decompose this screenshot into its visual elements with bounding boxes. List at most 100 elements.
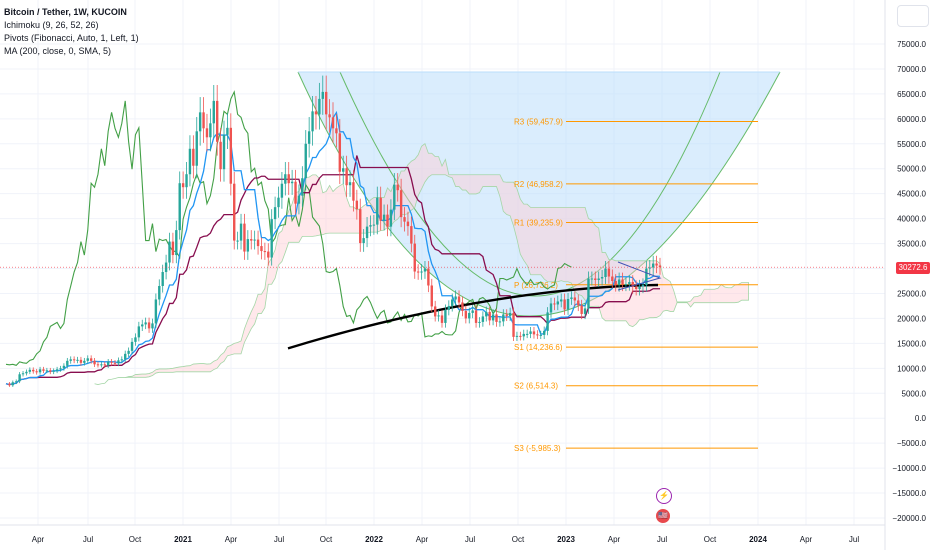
event-bolt-icon[interactable]: ⚡ — [656, 488, 672, 504]
candle-body — [151, 323, 154, 329]
y-tick-label: −20000.0 — [892, 514, 926, 523]
candle-body — [508, 312, 512, 316]
candle-body — [66, 360, 69, 366]
candle-body — [433, 306, 437, 317]
pivot-label: P (26,736.2) — [514, 281, 558, 290]
candle-body — [263, 251, 267, 253]
candle-body — [168, 241, 171, 263]
candle-body — [423, 268, 427, 272]
y-tick-label: 50000.0 — [897, 165, 926, 174]
arc-drawing — [298, 72, 780, 316]
candle-body — [15, 381, 18, 383]
candle-body — [641, 284, 645, 287]
candle-body — [246, 239, 250, 252]
candle-body — [222, 134, 226, 170]
x-tick-label: Oct — [129, 535, 142, 544]
candle-body — [338, 133, 342, 172]
x-tick-label: Jul — [657, 535, 667, 544]
y-tick-label: 55000.0 — [897, 140, 926, 149]
ichimoku-cloud — [94, 143, 749, 385]
candle-body — [386, 214, 389, 227]
indicator-ichimoku[interactable]: Ichimoku (9, 26, 52, 26) — [4, 20, 99, 30]
candle-body — [49, 370, 52, 372]
candle-body — [120, 359, 124, 361]
candle-body — [192, 148, 195, 166]
candle-body — [379, 197, 382, 221]
x-tick-label: Oct — [320, 535, 333, 544]
x-tick-label: 2022 — [365, 535, 383, 544]
candle-body — [304, 143, 307, 179]
event-flag-icon[interactable]: 🇺🇸 — [656, 509, 670, 523]
candle-body — [648, 267, 651, 269]
candle-body — [604, 268, 607, 278]
candle-body — [560, 299, 563, 302]
candle-body — [345, 168, 348, 186]
x-tick-label: Apr — [32, 535, 45, 544]
x-tick-label: Jul — [274, 535, 284, 544]
candle-body — [72, 359, 76, 361]
candle-body — [113, 362, 117, 364]
y-tick-label: 60000.0 — [897, 115, 926, 124]
candle-body — [127, 350, 130, 354]
candle-body — [38, 369, 42, 373]
candle-body — [52, 370, 55, 372]
candle-body — [137, 326, 141, 338]
chikou-span — [5, 90, 572, 366]
x-tick-label: Apr — [416, 535, 429, 544]
indicator-pivots[interactable]: Pivots (Fibonacci, Auto, 1, Left, 1) — [4, 33, 139, 43]
y-tick-label: 70000.0 — [897, 65, 926, 74]
candle-body — [471, 310, 474, 313]
candle-body — [430, 285, 433, 307]
candle-body — [549, 303, 553, 313]
y-tick-label: −5000.0 — [897, 439, 927, 448]
candle-body — [645, 268, 648, 285]
candle-body — [28, 369, 32, 372]
candle-body — [130, 341, 134, 351]
x-tick-label: 2021 — [174, 535, 192, 544]
candle-body — [658, 265, 662, 268]
candle-body — [93, 360, 96, 365]
candle-body — [519, 335, 522, 337]
candle-body — [215, 100, 219, 142]
pivot-label: S1 (14,236.6) — [514, 343, 563, 352]
candle-body — [290, 181, 294, 184]
candle-body — [515, 335, 519, 337]
candle-body — [481, 316, 485, 322]
candle-body — [233, 183, 236, 241]
candle-body — [335, 128, 338, 134]
x-tick-label: 2023 — [557, 535, 575, 544]
candle-body — [611, 276, 614, 281]
candle-body — [352, 182, 355, 201]
candle-body — [202, 112, 205, 129]
candle-body — [495, 314, 498, 322]
candle-body — [284, 174, 287, 184]
grid — [0, 0, 885, 525]
x-tick-label: 2024 — [749, 535, 767, 544]
candle-body — [86, 358, 89, 361]
candle-body — [413, 243, 416, 272]
chart-legend: Bitcoin / Tether, 1W, KUCOIN Ichimoku (9… — [4, 6, 139, 58]
candle-body — [447, 305, 451, 310]
candle-body — [188, 148, 192, 175]
candle-body — [55, 369, 59, 371]
triangle-drawing — [617, 261, 662, 291]
indicator-ma[interactable]: MA (200, close, 0, SMA, 5) — [4, 46, 112, 56]
candle-body — [539, 334, 542, 336]
pivot-label: S3 (-5,985.3) — [514, 444, 561, 453]
chart-settings-button[interactable] — [897, 5, 929, 27]
candle-body — [171, 241, 175, 256]
candle-body — [318, 98, 321, 115]
candle-body — [243, 223, 246, 252]
symbol-title[interactable]: Bitcoin / Tether, 1W, KUCOIN — [4, 7, 127, 17]
candle-body — [655, 263, 658, 266]
candle-body — [382, 214, 386, 221]
y-tick-label: 75000.0 — [897, 40, 926, 49]
x-tick-label: Jul — [83, 535, 93, 544]
candle-body — [273, 207, 277, 220]
candle-body — [566, 298, 570, 310]
candle-body — [403, 217, 406, 222]
x-tick-label: Oct — [512, 535, 525, 544]
last-price-label: 30272.6 — [896, 262, 930, 274]
candle-body — [614, 281, 617, 285]
